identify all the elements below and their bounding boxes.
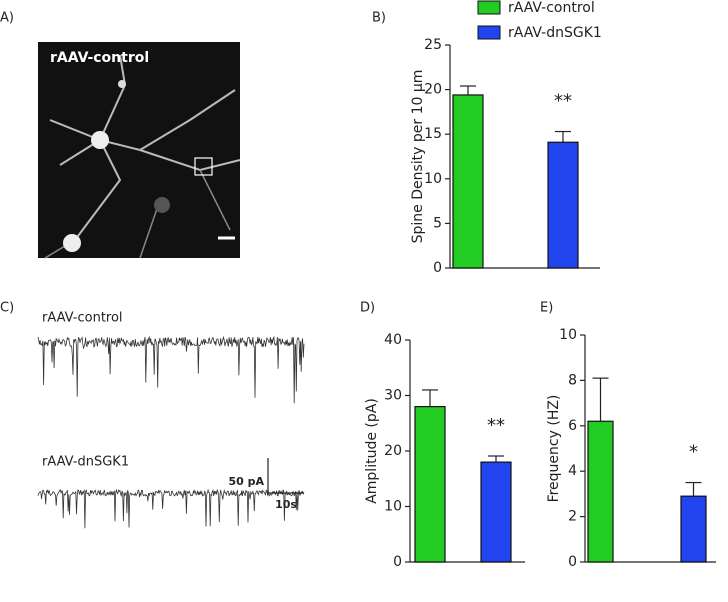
scale-label: 50 pA [228,475,264,488]
panel-label: C) [0,301,14,316]
y-tick-label: 0 [393,554,402,570]
significance: ** [487,415,505,436]
y-tick-label: 0 [568,554,577,570]
panel-label: D) [360,301,375,316]
y-tick-label: 30 [384,388,402,404]
y-tick-label: 4 [568,463,577,479]
legend-swatch [477,25,501,40]
significance: * [689,442,698,463]
trace [37,335,305,404]
y-axis-label: Amplitude (pA) [364,398,380,504]
y-tick-label: 0 [433,260,442,276]
significance: ** [554,91,572,112]
y-axis-label: Frequency (HZ) [546,395,562,503]
bar [547,141,579,269]
y-tick-label: 15 [424,126,442,142]
legend-label: rAAV-dnSGK1 [508,25,602,41]
scale-bar [267,458,303,494]
bar [414,406,446,563]
y-tick-label: 5 [433,215,442,231]
y-tick-label: 20 [424,82,442,98]
micrograph: rAAV-control [38,42,241,259]
trace-label: rAAV-dnSGK1 [42,455,129,470]
trace-label: rAAV-control [42,311,123,326]
y-tick-label: 10 [559,327,577,343]
bar [587,420,614,563]
bar [452,94,484,269]
y-tick-label: 8 [568,372,577,388]
y-tick-label: 6 [568,418,577,434]
panel-label: A) [0,11,14,26]
y-tick-label: 20 [384,443,402,459]
panel-label: B) [372,11,386,26]
y-tick-label: 10 [384,499,402,515]
legend-swatch [477,0,501,15]
bar [680,495,707,563]
y-axis-label: Spine Density per 10 μm [410,70,426,244]
trace [37,488,305,529]
legend-label: rAAV-control [508,0,595,16]
y-tick-label: 2 [568,509,577,525]
bar [480,461,512,563]
y-tick-label: 10 [424,171,442,187]
y-tick-label: 40 [384,332,402,348]
image-label: rAAV-control [50,50,149,66]
panel-label: E) [540,301,553,316]
scale-label: 10s [275,498,297,511]
y-tick-label: 25 [424,37,442,53]
